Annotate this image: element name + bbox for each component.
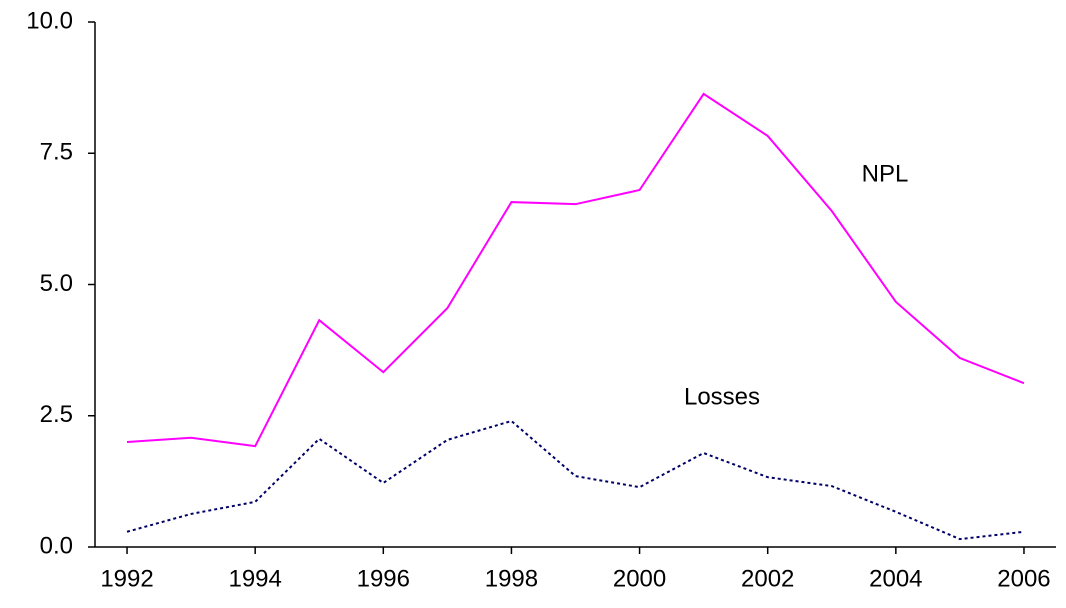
- series-label: Losses: [684, 383, 760, 410]
- series-line: [126, 419, 1025, 541]
- y-tick-label: 10.0: [26, 7, 73, 34]
- x-tick-label: 1996: [357, 565, 410, 592]
- x-tick-label: 1994: [228, 565, 281, 592]
- x-tick-label: 2006: [997, 565, 1050, 592]
- x-tick-label: 1998: [485, 565, 538, 592]
- x-tick-label: 2002: [741, 565, 794, 592]
- y-tick-label: 0.0: [40, 532, 73, 559]
- y-tick-label: 2.5: [40, 401, 73, 428]
- y-tick-label: 5.0: [40, 270, 73, 297]
- x-tick-label: 1992: [100, 565, 153, 592]
- series-label: NPL: [862, 160, 909, 187]
- series-line: [126, 92, 1025, 448]
- x-tick-label: 2000: [613, 565, 666, 592]
- y-tick-label: 7.5: [40, 139, 73, 166]
- x-tick-label: 2004: [869, 565, 922, 592]
